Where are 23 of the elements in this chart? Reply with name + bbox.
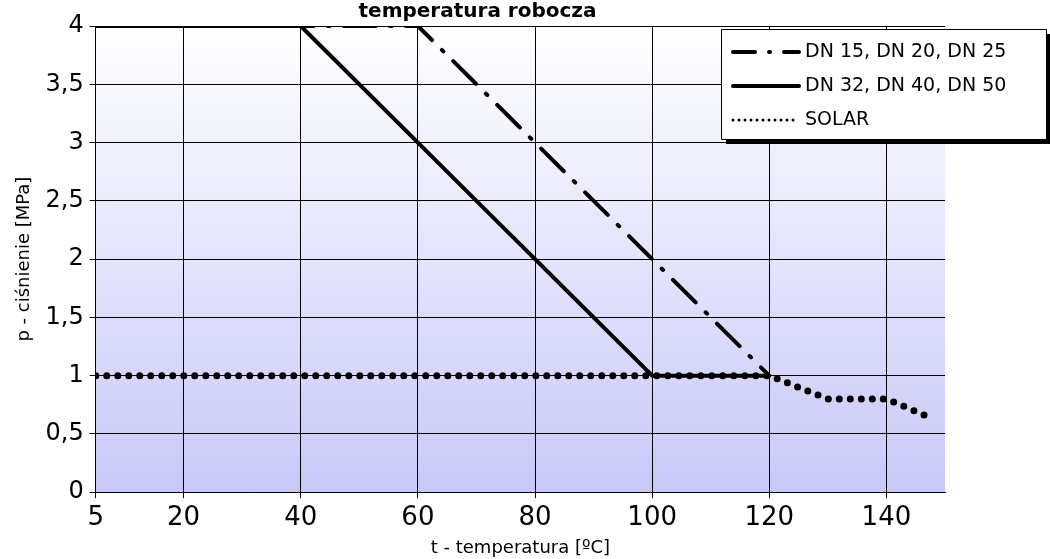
y-tick-label: 3 <box>68 126 84 155</box>
x-tick-label: 60 <box>401 500 435 531</box>
legend-label: DN 32, DN 40, DN 50 <box>805 72 1007 95</box>
y-tick-label: 1 <box>68 359 84 388</box>
x-tick-label: 40 <box>284 500 318 531</box>
y-axis-title: p - ciśnienie [MPa] <box>12 176 34 342</box>
legend-label: SOLAR <box>805 106 870 129</box>
y-tick-label: 0 <box>68 476 84 505</box>
y-tick-label: 0,5 <box>45 418 84 447</box>
y-tick-label: 2,5 <box>45 185 84 214</box>
x-tick-label: 100 <box>627 500 677 531</box>
x-tick-label: 120 <box>744 500 795 531</box>
y-tick-label: 1,5 <box>45 301 84 330</box>
y-tick-label: 4 <box>68 10 84 39</box>
x-tick-label: 20 <box>167 500 201 531</box>
chart-title: temperatura robocza <box>358 0 597 23</box>
x-tick-label: 80 <box>518 500 552 531</box>
x-tick-label: 5 <box>87 500 105 531</box>
x-axis-title: t - temperatura [ºC] <box>430 535 611 557</box>
y-tick-label: 3,5 <box>45 68 84 97</box>
y-tick-label: 2 <box>68 243 84 272</box>
x-tick-label: 140 <box>861 500 912 531</box>
legend-label: DN 15, DN 20, DN 25 <box>805 38 1007 61</box>
